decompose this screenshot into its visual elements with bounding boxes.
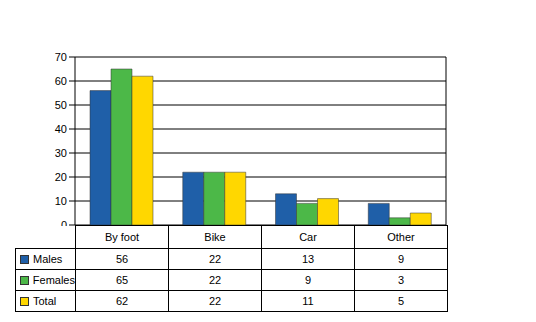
svg-text:50: 50: [55, 99, 67, 111]
html-text:Bike: Bike: [204, 231, 226, 243]
html-text:22: 22: [208, 274, 222, 286]
html-text:By foot: By foot: [104, 231, 140, 243]
html-text:9: 9: [304, 274, 312, 286]
html-text:11: 11: [302, 295, 314, 307]
svg-text:60: 60: [55, 75, 67, 87]
html-text:13: 13: [301, 253, 315, 265]
html-text:22: 22: [208, 295, 222, 307]
svg-text:30: 30: [55, 147, 67, 159]
html-text:62: 62: [115, 295, 129, 307]
svg-text:70: 70: [55, 51, 67, 63]
html-text:Other: Other: [387, 231, 415, 243]
html-text:Females: Females: [32, 274, 75, 286]
html-text:Car: Car: [299, 231, 317, 243]
html-text:3: 3: [397, 274, 405, 286]
svg-text:10: 10: [55, 195, 67, 207]
html-text:5: 5: [397, 295, 405, 307]
html-text:9: 9: [397, 253, 405, 265]
svg-text:0: 0: [61, 219, 67, 226]
svg-text:20: 20: [55, 171, 67, 183]
html-text:Total: Total: [33, 295, 57, 307]
svg-text:40: 40: [55, 123, 67, 135]
html-text:56: 56: [115, 253, 129, 265]
html-text:65: 65: [115, 274, 129, 286]
html-text:Males: Males: [33, 253, 63, 265]
html-text:22: 22: [208, 253, 222, 265]
